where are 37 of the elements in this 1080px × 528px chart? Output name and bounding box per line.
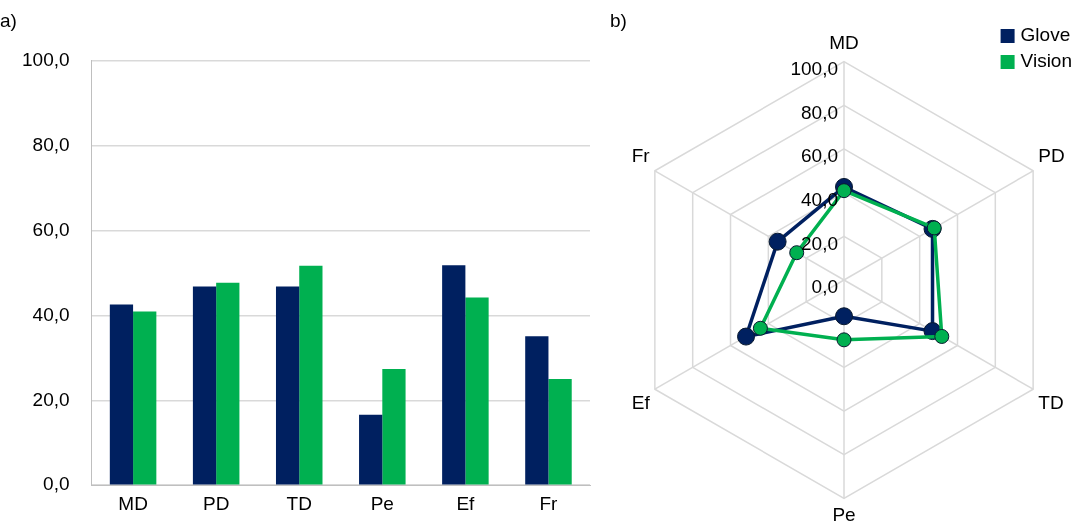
spoke-label: PD <box>1038 144 1065 166</box>
y-tick-label: 40,0 <box>32 303 70 325</box>
x-tick-label: Pe <box>370 492 394 514</box>
y-tick-label: 80,0 <box>801 101 838 123</box>
legend-label: Glove <box>1020 24 1071 46</box>
y-tick-label: 20,0 <box>32 388 70 410</box>
y-tick-label: 100,0 <box>790 57 838 79</box>
x-tick-label: TD <box>286 492 312 514</box>
x-tick-label: MD <box>118 492 148 514</box>
y-tick-label: 0,0 <box>811 276 838 298</box>
bar <box>299 265 323 485</box>
bar <box>465 297 489 485</box>
spoke-label: Ef <box>631 391 651 413</box>
x-tick-label: Fr <box>539 492 559 514</box>
spoke-label: TD <box>1038 391 1064 413</box>
x-tick-label: PD <box>202 492 230 514</box>
legend-label: Vision <box>1020 50 1072 72</box>
bar <box>275 286 300 485</box>
bar <box>109 304 134 485</box>
bar <box>442 265 466 485</box>
spoke-label: MD <box>829 32 859 54</box>
spoke-label: Fr <box>631 144 651 166</box>
bar <box>216 282 240 485</box>
y-tick-label: 0,0 <box>43 473 70 495</box>
bar <box>359 414 383 485</box>
y-tick-label: 100,0 <box>22 49 70 71</box>
chart-title: b) <box>610 9 627 31</box>
bar <box>525 336 549 485</box>
bar <box>192 286 217 485</box>
bar <box>382 368 406 485</box>
bar <box>548 379 572 485</box>
y-tick-label: 60,0 <box>801 145 838 167</box>
chart-title: a) <box>0 9 17 31</box>
y-tick-label: 80,0 <box>32 133 70 155</box>
x-tick-label: Ef <box>456 492 476 514</box>
y-tick-label: 60,0 <box>32 218 70 240</box>
bar <box>133 311 157 485</box>
